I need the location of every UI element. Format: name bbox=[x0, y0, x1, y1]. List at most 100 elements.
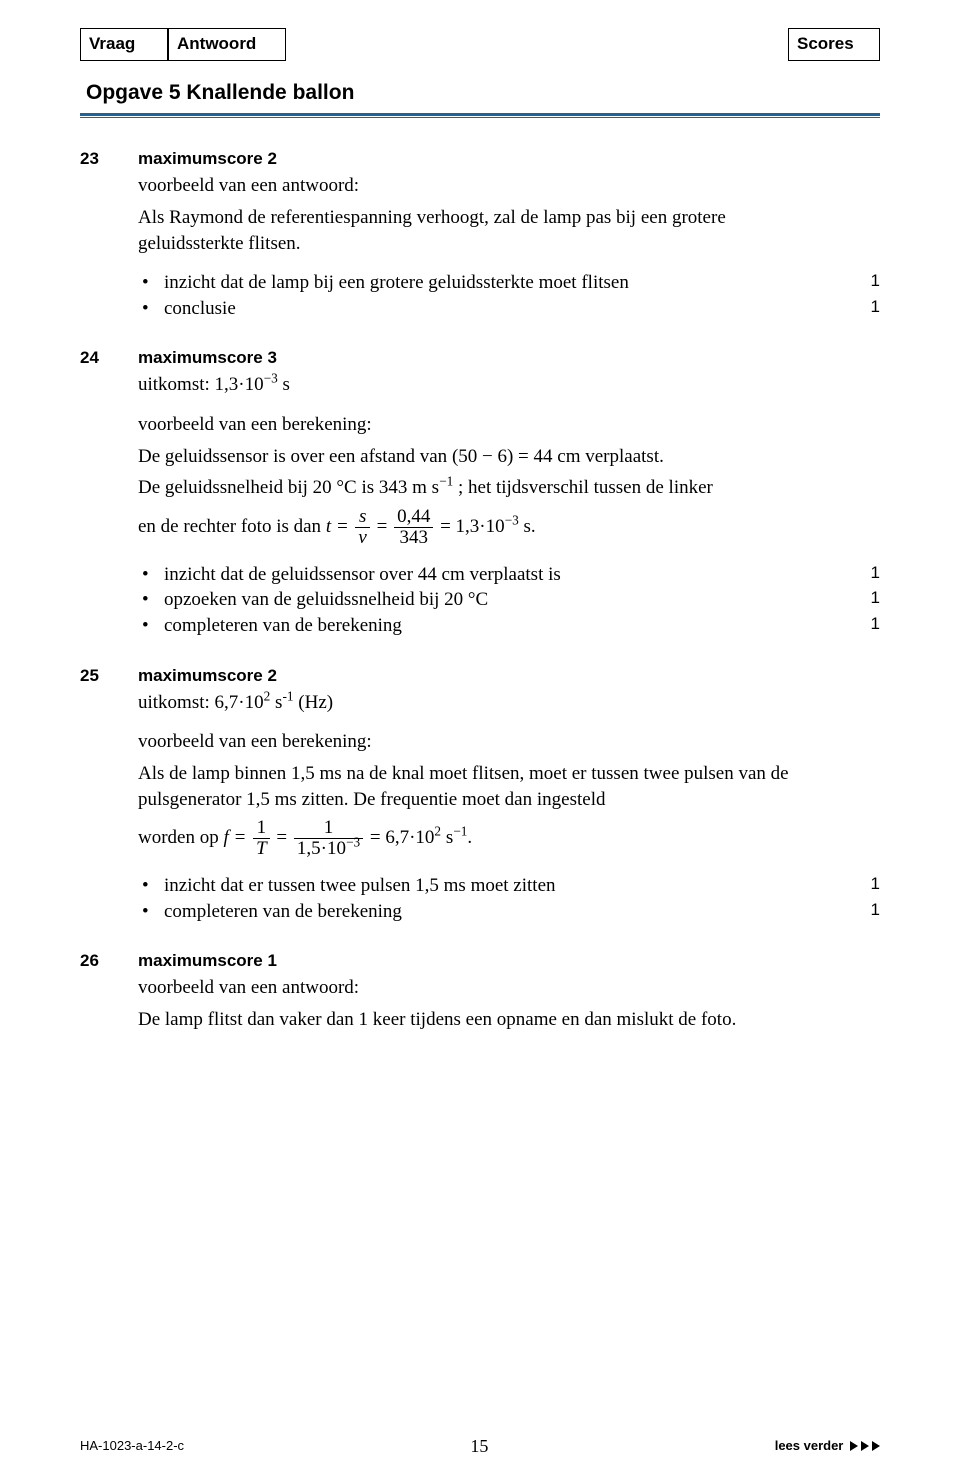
num: 0,44 bbox=[394, 507, 433, 527]
uitkomst-value: 6,7·10 bbox=[215, 692, 264, 713]
t: 20 °C bbox=[313, 477, 357, 498]
t: = bbox=[440, 516, 455, 537]
berek-para: Als de lamp binnen 1,5 ms na de knal moe… bbox=[138, 761, 830, 812]
score-value: 1 bbox=[840, 899, 880, 922]
num: 1 bbox=[253, 818, 270, 838]
score-item: conclusie 1 bbox=[138, 296, 830, 322]
maxscore-label: maximumscore 2 bbox=[138, 665, 830, 688]
den: v bbox=[358, 527, 366, 548]
t: 1,5·10 bbox=[297, 838, 346, 859]
fraction: 0,44343 bbox=[394, 507, 433, 548]
question-26: 26 maximumscore 1 voorbeeld van een antw… bbox=[138, 950, 830, 1032]
opgave-title: Opgave 5 Knallende ballon bbox=[86, 79, 880, 107]
score-item: inzicht dat de lamp bij een grotere gelu… bbox=[138, 270, 830, 296]
t: −1 bbox=[453, 824, 467, 839]
intro-text: voorbeeld van een antwoord: bbox=[138, 975, 830, 1001]
page-footer: HA-1023-a-14-2-c 15 lees verder bbox=[80, 1434, 880, 1458]
question-25: 25 maximumscore 2 uitkomst: 6,7·102 s-1 … bbox=[138, 665, 830, 925]
berek-formula: worden op f = 1T = 1 1,5·10−3 = 6,7·102 … bbox=[138, 818, 830, 859]
score-text: conclusie bbox=[164, 298, 236, 319]
score-value: 1 bbox=[840, 613, 880, 636]
t: = bbox=[276, 827, 291, 848]
uitkomst-line: uitkomst: 1,3·10−3 s bbox=[138, 372, 830, 398]
t: De geluidssensor is over een afstand van bbox=[138, 446, 452, 467]
score-list: inzicht dat de geluidssensor over 44 cm … bbox=[138, 562, 830, 639]
num: s bbox=[359, 506, 366, 527]
uitkomst-value: 1,3·10 bbox=[215, 374, 264, 395]
score-item: inzicht dat er tussen twee pulsen 1,5 ms… bbox=[138, 873, 830, 899]
t: 6,7·10 bbox=[385, 827, 434, 848]
t: f = bbox=[223, 827, 246, 848]
maxscore-label: maximumscore 3 bbox=[138, 347, 830, 370]
t: 1,3·10 bbox=[456, 516, 505, 537]
score-text: inzicht dat de geluidssensor over 44 cm … bbox=[164, 564, 561, 585]
arrow-icon bbox=[872, 1441, 880, 1451]
arrow-icon bbox=[861, 1441, 869, 1451]
score-value: 1 bbox=[840, 873, 880, 896]
score-item: completeren van de berekening 1 bbox=[138, 613, 830, 639]
uitkomst-line: uitkomst: 6,7·102 s-1 (Hz) bbox=[138, 690, 830, 716]
score-value: 1 bbox=[840, 587, 880, 610]
score-list: inzicht dat er tussen twee pulsen 1,5 ms… bbox=[138, 873, 830, 924]
score-text: opzoeken van de geluidssnelheid bij 20 °… bbox=[164, 589, 488, 610]
question-number: 26 bbox=[80, 950, 99, 973]
answer-body: Als Raymond de referentiespanning verhoo… bbox=[138, 205, 830, 256]
score-value: 1 bbox=[840, 296, 880, 319]
fraction: 1T bbox=[253, 818, 270, 859]
uitkomst-label: uitkomst: bbox=[138, 374, 210, 395]
score-value: 1 bbox=[840, 562, 880, 585]
t: verplaatst. bbox=[580, 446, 663, 467]
t: s bbox=[441, 827, 453, 848]
fraction: sv bbox=[355, 507, 369, 548]
score-text: completeren van de berekening bbox=[164, 901, 402, 922]
t: . bbox=[467, 827, 472, 848]
t: worden op bbox=[138, 827, 223, 848]
doc-code: HA-1023-a-14-2-c bbox=[80, 1437, 184, 1455]
uitkomst-unit: s bbox=[278, 374, 290, 395]
fraction: 1 1,5·10−3 bbox=[294, 818, 363, 859]
den: 1,5·10−3 bbox=[294, 838, 363, 859]
arrow-icon bbox=[850, 1441, 858, 1451]
t: = bbox=[377, 516, 392, 537]
t: De geluidssnelheid bij bbox=[138, 477, 313, 498]
t: s. bbox=[519, 516, 536, 537]
t: t = bbox=[326, 516, 349, 537]
t: ; het tijdsverschil tussen de linker bbox=[453, 477, 713, 498]
berek-label: voorbeeld van een berekening: bbox=[138, 729, 830, 755]
question-24: 24 maximumscore 3 uitkomst: 1,3·10−3 s v… bbox=[138, 347, 830, 638]
score-item: opzoeken van de geluidssnelheid bij 20 °… bbox=[138, 587, 830, 613]
t: is bbox=[357, 477, 379, 498]
uitkomst-exp: −3 bbox=[264, 371, 278, 386]
title-rule bbox=[80, 113, 880, 118]
question-23: 23 maximumscore 2 voorbeeld van een antw… bbox=[138, 148, 830, 321]
page-number: 15 bbox=[470, 1434, 488, 1458]
t: −3 bbox=[505, 512, 519, 527]
score-text: completeren van de berekening bbox=[164, 615, 402, 636]
question-number: 24 bbox=[80, 347, 99, 370]
score-list: inzicht dat de lamp bij een grotere gelu… bbox=[138, 270, 830, 321]
t: (Hz) bbox=[294, 692, 334, 713]
den: T bbox=[256, 838, 267, 859]
t: −1 bbox=[439, 474, 453, 489]
maxscore-label: maximumscore 2 bbox=[138, 148, 830, 171]
score-item: completeren van de berekening 1 bbox=[138, 899, 830, 925]
den: 343 bbox=[394, 527, 433, 548]
lees-label: lees verder bbox=[775, 1438, 847, 1453]
berek-label: voorbeeld van een berekening: bbox=[138, 412, 830, 438]
t: 343 m s bbox=[379, 477, 439, 498]
question-number: 23 bbox=[80, 148, 99, 171]
header-cell-scores: Scores bbox=[788, 28, 880, 61]
score-text: inzicht dat er tussen twee pulsen 1,5 ms… bbox=[164, 875, 556, 896]
score-item: inzicht dat de geluidssensor over 44 cm … bbox=[138, 562, 830, 588]
answer-body: De lamp flitst dan vaker dan 1 keer tijd… bbox=[138, 1007, 830, 1033]
intro-text: voorbeeld van een antwoord: bbox=[138, 173, 830, 199]
t: −3 bbox=[346, 835, 360, 850]
t: -1 bbox=[282, 688, 293, 703]
uitkomst-label: uitkomst: bbox=[138, 692, 210, 713]
t: = bbox=[370, 827, 385, 848]
t: (50 − 6) = 44 cm bbox=[452, 446, 581, 467]
score-value: 1 bbox=[840, 270, 880, 293]
header-row: Vraag Antwoord Scores bbox=[80, 28, 880, 61]
header-cell-antwoord: Antwoord bbox=[168, 28, 286, 61]
berek-line3: en de rechter foto is dan t = sv = 0,443… bbox=[138, 507, 830, 548]
